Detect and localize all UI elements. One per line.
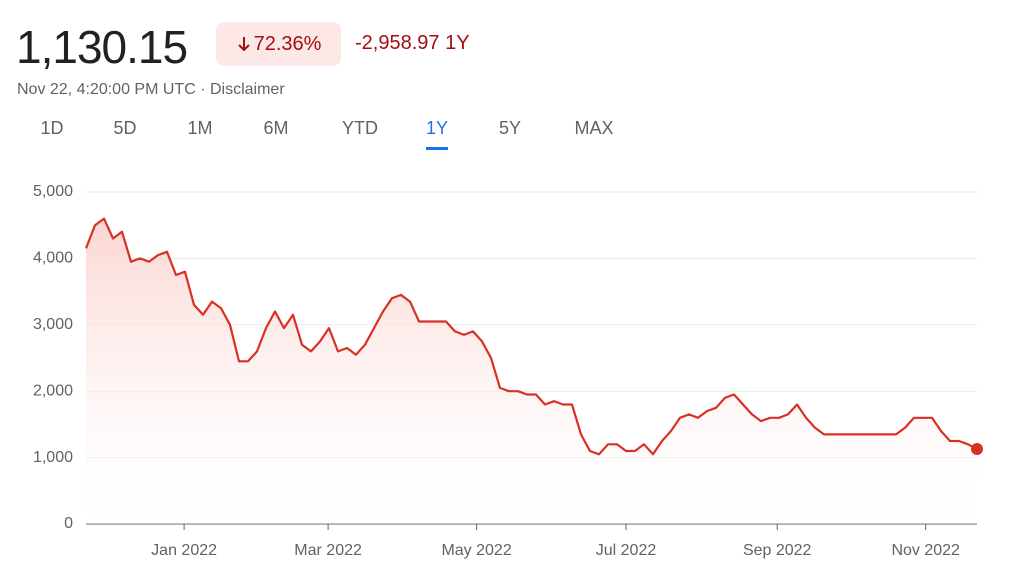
y-tick-label: 5,000 <box>33 183 73 200</box>
x-tick-label: Jan 2022 <box>151 542 217 559</box>
timestamp: Nov 22, 4:20:00 PM UTC <box>17 81 196 98</box>
range-tab[interactable]: 5D <box>113 118 137 138</box>
y-tick-label: 3,000 <box>33 316 73 333</box>
disclaimer[interactable]: Disclaimer <box>209 81 285 98</box>
range-tab[interactable]: 1D <box>40 118 64 138</box>
range-tab[interactable]: MAX <box>574 118 614 138</box>
price: 1,130.15 <box>16 21 188 73</box>
change-value: -2,958.97 1Y <box>355 32 470 55</box>
change-period: 1Y <box>445 32 470 54</box>
y-tick-label: 4,000 <box>33 250 73 267</box>
range-tab[interactable]: YTD <box>342 118 378 138</box>
range-tabs: 1D 5D 1M 6M YTD 1Y 5Y MAX <box>0 118 700 152</box>
change-badge: 72.36% <box>216 22 341 66</box>
x-tick-label: Mar 2022 <box>294 542 362 559</box>
range-tab[interactable]: 5Y <box>498 118 522 138</box>
change-amount: -2,958.97 <box>355 32 440 54</box>
timestamp-line: Nov 22, 4:20:00 PM UTC · Disclaimer <box>17 81 285 98</box>
y-tick-label: 0 <box>64 515 73 532</box>
y-tick-label: 2,000 <box>33 382 73 399</box>
down-arrow <box>237 37 250 52</box>
x-tick-label: May 2022 <box>441 542 511 559</box>
range-tab[interactable]: 1M <box>187 118 213 138</box>
last-point <box>971 442 983 455</box>
line <box>84 217 978 456</box>
area <box>86 218 977 524</box>
change-percent: 72.36% <box>253 32 322 55</box>
y-tick-label: 1,000 <box>33 449 73 466</box>
range-tab[interactable]: 1Y <box>425 118 449 150</box>
range-tab[interactable]: 6M <box>263 118 289 138</box>
x-tick-label: Jul 2022 <box>596 542 657 559</box>
x-tick-label: Nov 2022 <box>891 542 960 559</box>
x-tick-label: Sep 2022 <box>743 542 812 559</box>
